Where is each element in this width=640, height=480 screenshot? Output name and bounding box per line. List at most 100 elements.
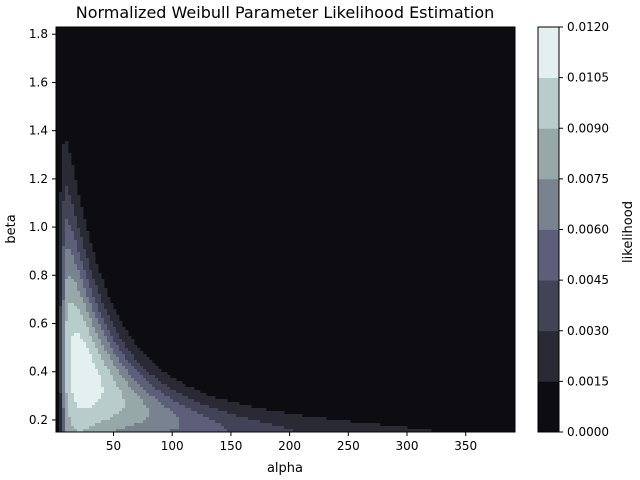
contour-cell xyxy=(281,411,285,415)
contour-cell xyxy=(200,402,204,406)
contour-cell xyxy=(74,216,78,220)
contour-cell xyxy=(95,366,99,370)
contour-cell xyxy=(197,402,201,406)
contour-cell xyxy=(146,393,150,397)
contour-cell xyxy=(89,387,93,391)
contour-cell xyxy=(389,426,393,430)
contour-cell xyxy=(152,393,156,397)
contour-cell xyxy=(269,417,273,421)
contour-cell xyxy=(131,339,135,343)
colorbar: 0.00000.00150.00300.00450.00600.00750.00… xyxy=(537,20,609,439)
contour-cell xyxy=(344,420,348,424)
contour-cell xyxy=(62,402,66,406)
contour-cell xyxy=(83,402,87,406)
contour-cell xyxy=(194,414,198,418)
contour-cell xyxy=(287,429,291,433)
contour-cell xyxy=(242,429,246,433)
contour-cell xyxy=(80,312,84,316)
contour-cell xyxy=(329,423,333,427)
contour-cell xyxy=(65,246,69,250)
contour-cell xyxy=(131,423,135,427)
contour-cell xyxy=(125,366,129,370)
contour-cell xyxy=(59,204,63,208)
contour-cell xyxy=(170,387,174,391)
contour-cell xyxy=(125,387,129,391)
contour-cell xyxy=(62,177,66,181)
contour-cell xyxy=(89,366,93,370)
contour-cell xyxy=(107,405,111,409)
contour-cell xyxy=(92,399,96,403)
contour-cell xyxy=(155,369,159,373)
contour-cell xyxy=(83,300,87,304)
contour-cell xyxy=(353,426,357,430)
contour-cell xyxy=(221,417,225,421)
contour-cell xyxy=(77,342,81,346)
contour-cell xyxy=(158,414,162,418)
contour-cell xyxy=(68,390,72,394)
contour-cell xyxy=(260,417,264,421)
contour-cell xyxy=(80,318,84,322)
contour-cell xyxy=(89,261,93,265)
contour-cell xyxy=(95,336,99,340)
contour-cell xyxy=(65,159,69,163)
contour-cell xyxy=(62,294,66,298)
contour-cell xyxy=(155,387,159,391)
contour-cell xyxy=(119,339,123,343)
contour-cell xyxy=(263,414,267,418)
contour-cell xyxy=(62,162,66,166)
contour-cell xyxy=(215,417,219,421)
contour-cell xyxy=(134,384,138,388)
contour-cell xyxy=(71,249,75,253)
contour-cell xyxy=(305,426,309,430)
contour-cell xyxy=(86,345,90,349)
contour-cell xyxy=(221,423,225,427)
contour-cell xyxy=(152,381,156,385)
contour-cell xyxy=(209,405,213,409)
contour-cell xyxy=(101,357,105,361)
contour-cell xyxy=(68,420,72,424)
contour-cell xyxy=(140,357,144,361)
contour-cell xyxy=(65,180,69,184)
contour-cell xyxy=(68,366,72,370)
contour-cell xyxy=(101,369,105,373)
contour-cell xyxy=(59,375,63,379)
contour-cell xyxy=(83,378,87,382)
contour-cell xyxy=(128,360,132,364)
contour-cell xyxy=(188,429,192,433)
contour-cell xyxy=(68,336,72,340)
contour-cell xyxy=(95,384,99,388)
contour-cell xyxy=(89,360,93,364)
contour-cell xyxy=(83,336,87,340)
contour-cell xyxy=(143,423,147,427)
contour-cell xyxy=(128,357,132,361)
contour-cell xyxy=(107,381,111,385)
contour-cell xyxy=(209,423,213,427)
contour-cell xyxy=(110,405,114,409)
contour-cell xyxy=(71,393,75,397)
contour-cell xyxy=(158,429,162,433)
contour-cell xyxy=(185,393,189,397)
contour-cell xyxy=(98,429,102,433)
contour-cell xyxy=(77,198,81,202)
contour-cell xyxy=(98,393,102,397)
contour-cell xyxy=(113,399,117,403)
contour-cell xyxy=(152,423,156,427)
contour-cell xyxy=(320,420,324,424)
contour-cell xyxy=(161,396,165,400)
contour-cell xyxy=(65,294,69,298)
contour-cell xyxy=(74,204,78,208)
contour-cell xyxy=(62,216,66,220)
contour-cell xyxy=(65,210,69,214)
contour-cell xyxy=(92,420,96,424)
contour-cell xyxy=(62,366,66,370)
contour-cell xyxy=(137,414,141,418)
contour-cell xyxy=(77,300,81,304)
contour-cell xyxy=(95,369,99,373)
contour-cell xyxy=(131,396,135,400)
contour-cell xyxy=(59,399,63,403)
contour-cell xyxy=(65,243,69,247)
contour-cell xyxy=(128,429,132,433)
contour-cell xyxy=(92,366,96,370)
contour-cell xyxy=(125,381,129,385)
contour-cell xyxy=(143,417,147,421)
